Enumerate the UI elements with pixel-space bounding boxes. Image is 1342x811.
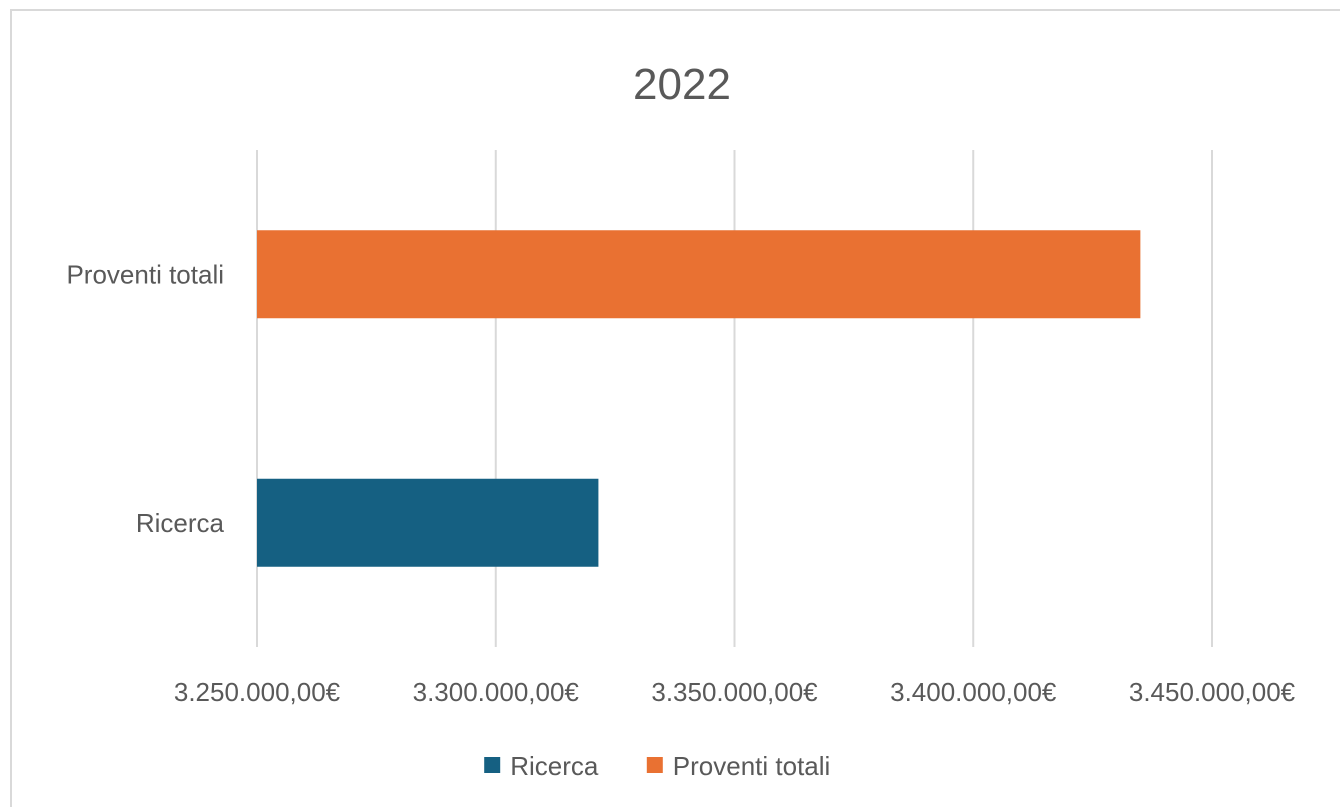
- x-tick-label: 3.450.000,00€: [1129, 677, 1296, 707]
- legend: Ricerca Proventi totali: [484, 751, 830, 781]
- x-tick-label: 3.350.000,00€: [651, 677, 818, 707]
- x-tick-label: 3.400.000,00€: [890, 677, 1057, 707]
- bar-ricerca: [257, 478, 599, 567]
- bar-chart: 2022 Ricerca Proventi totali 3.250.000,00…: [66, 60, 1296, 781]
- category-label: Ricerca: [136, 508, 225, 538]
- x-tick-label: 3.300.000,00€: [413, 677, 580, 707]
- bars: [257, 230, 1141, 567]
- x-axis-tick-labels: 3.250.000,00€ 3.300.000,00€ 3.350.000,00€ 3…: [174, 677, 1296, 707]
- gridlines: [256, 150, 1213, 647]
- legend-swatch-proventi-totali: [646, 757, 663, 773]
- bar-proventi-totali: [257, 230, 1141, 319]
- legend-label-proventi-totali: Proventi totali: [673, 751, 831, 781]
- chart-title: 2022: [633, 60, 731, 109]
- legend-label-ricerca: Ricerca: [510, 751, 599, 781]
- x-tick-label: 3.250.000,00€: [174, 677, 341, 707]
- legend-swatch-ricerca: [484, 757, 501, 773]
- chart-area: 2022 Ricerca Proventi totali 3.250.000,00…: [10, 9, 1340, 807]
- category-label: Proventi totali: [66, 259, 224, 289]
- category-labels: Ricerca Proventi totali: [66, 259, 224, 538]
